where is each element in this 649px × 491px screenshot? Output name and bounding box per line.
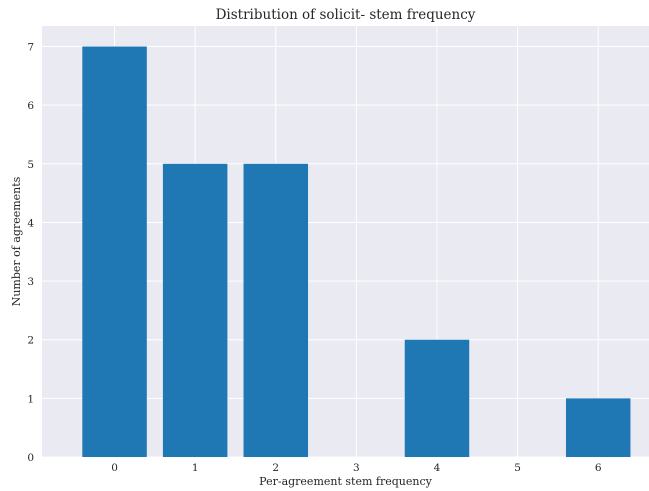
x-tick-label: 2	[272, 462, 279, 474]
x-tick-label: 3	[353, 462, 360, 474]
x-tick-label: 6	[595, 462, 602, 474]
bar-0	[82, 46, 147, 458]
bar-1	[162, 163, 228, 457]
y-tick-label: 3	[27, 276, 34, 288]
bar-6	[565, 398, 631, 457]
x-tick-label: 4	[434, 462, 441, 474]
chart-title: Distribution of solicit- stem frequency	[216, 7, 476, 23]
x-tick-label: 0	[111, 462, 118, 474]
bar-4	[404, 339, 470, 457]
bar-2	[243, 163, 309, 457]
y-tick-label: 5	[27, 159, 34, 171]
y-axis-label: Number of agreements	[10, 176, 23, 306]
bars	[82, 46, 631, 458]
y-tick-label: 0	[27, 452, 34, 464]
x-tick-labels: 0 1 2 3 4 5 6	[111, 462, 602, 474]
y-tick-labels: 0 1 2 3 4 5 6 7	[27, 42, 34, 464]
x-axis-label: Per-agreement stem frequency	[259, 475, 432, 488]
x-tick-label: 1	[192, 462, 199, 474]
y-tick-label: 4	[27, 217, 34, 229]
y-tick-label: 2	[27, 335, 34, 347]
x-tick-label: 5	[514, 462, 521, 474]
y-tick-label: 7	[27, 42, 34, 54]
y-tick-label: 6	[27, 100, 34, 112]
y-tick-label: 1	[27, 393, 34, 405]
